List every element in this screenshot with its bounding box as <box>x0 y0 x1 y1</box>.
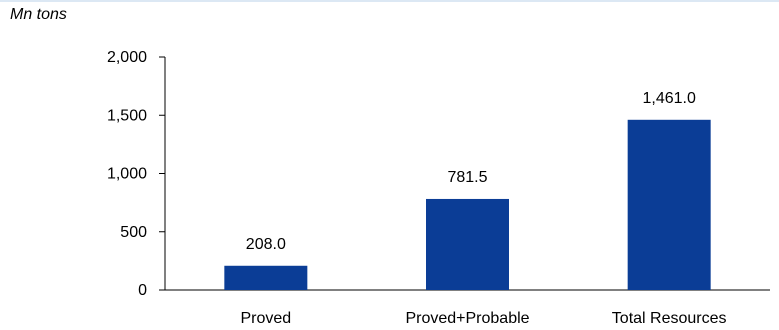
y-tick-label: 1,000 <box>107 166 147 183</box>
x-category-label: Proved+Probable <box>405 310 529 327</box>
chart-labels: 0 500 1,000 1,500 2,000 208.0 Proved 781.5 Prove… <box>107 49 727 327</box>
x-category-label: Total Resources <box>612 310 727 327</box>
data-label: 1,461.0 <box>642 90 695 107</box>
chart-bars <box>224 119 711 290</box>
bar <box>627 119 711 290</box>
top-rule <box>0 0 779 2</box>
unit-label: Mn tons <box>10 6 67 23</box>
data-label: 208.0 <box>246 236 286 253</box>
y-tick-label: 500 <box>120 224 147 241</box>
y-tick-label: 0 <box>138 282 147 299</box>
data-label: 781.5 <box>447 169 487 186</box>
bar <box>426 198 509 290</box>
bar <box>224 265 308 290</box>
y-tick-label: 2,000 <box>107 49 147 66</box>
x-category-label: Proved <box>240 310 291 327</box>
y-tick-label: 1,500 <box>107 107 147 124</box>
